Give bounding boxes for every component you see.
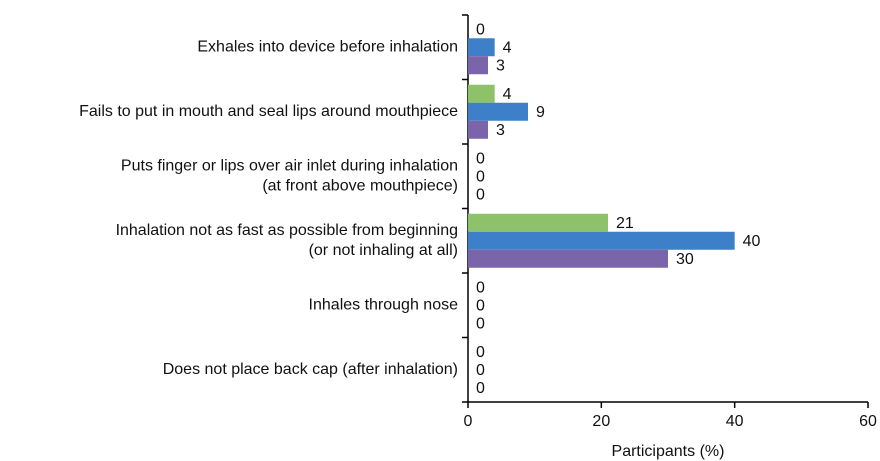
x-tick-label: 0 — [464, 413, 473, 430]
y-tick-label: Inhales through nose — [309, 296, 459, 313]
x-axis-label: Participants (%) — [612, 443, 725, 460]
value-label: 3 — [496, 57, 505, 74]
value-label: 0 — [476, 150, 485, 167]
y-tick-label: Does not place back cap (after inhalatio… — [163, 361, 458, 378]
bar — [468, 102, 528, 121]
value-label: 0 — [476, 344, 485, 361]
bar — [468, 38, 495, 57]
bar — [468, 56, 488, 75]
x-tick-label: 60 — [859, 413, 877, 430]
x-tick-label: 20 — [592, 413, 610, 430]
y-tick-label: Fails to put in mouth and seal lips arou… — [79, 103, 458, 120]
value-label: 0 — [476, 279, 485, 296]
value-label: 0 — [476, 186, 485, 203]
y-tick-label: (or not inhaling at all) — [309, 242, 458, 259]
bar — [468, 249, 668, 268]
x-tick-label: 40 — [726, 413, 744, 430]
value-label: 4 — [503, 39, 512, 56]
bar — [468, 120, 488, 139]
value-label: 0 — [476, 168, 485, 185]
value-label: 9 — [536, 104, 545, 121]
y-tick-label: (at front above mouthpiece) — [262, 177, 458, 194]
bar — [468, 213, 608, 232]
value-label: 0 — [476, 380, 485, 397]
value-label: 0 — [476, 315, 485, 332]
value-label: 21 — [616, 215, 634, 232]
value-label: 4 — [503, 86, 512, 103]
value-label: 40 — [743, 233, 761, 250]
bar — [468, 231, 735, 250]
y-tick-label: Inhalation not as fast as possible from … — [116, 222, 458, 239]
value-label: 3 — [496, 122, 505, 139]
y-tick-label: Exhales into device before inhalation — [197, 38, 458, 55]
value-label: 0 — [476, 362, 485, 379]
value-label: 0 — [476, 297, 485, 314]
bar — [468, 84, 495, 103]
value-label: 0 — [476, 21, 485, 38]
value-label: 30 — [676, 251, 694, 268]
y-tick-label: Puts finger or lips over air inlet durin… — [121, 157, 458, 174]
